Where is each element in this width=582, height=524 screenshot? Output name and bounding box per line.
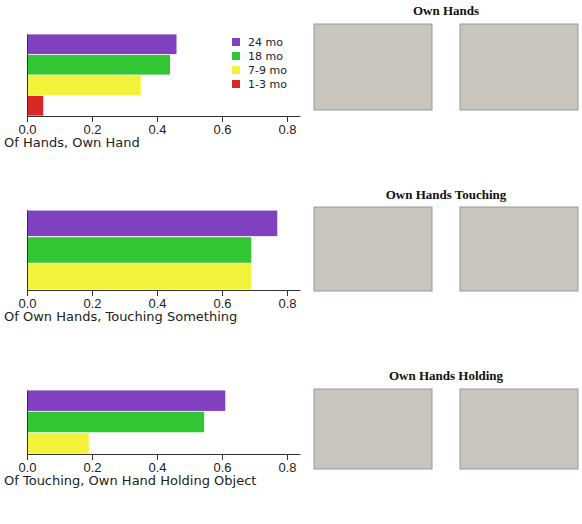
legend-entry: 24 mo (232, 36, 283, 49)
legend-swatch (232, 66, 240, 74)
x-axis-title: Of Own Hands, Touching Something (4, 309, 237, 324)
panel: 0.00.20.40.60.8Of Touching, Own Hand Hol… (4, 390, 301, 488)
legend-label: 7-9 mo (248, 64, 287, 77)
x-tick-line (157, 290, 158, 296)
x-tick: 0.8 (278, 290, 296, 311)
x-tick-line (27, 454, 28, 460)
x-tick-line (27, 116, 28, 122)
panel: 0.00.20.40.60.8Of Hands, Own Hand24 mo18… (4, 34, 301, 150)
x-axis-line (28, 290, 301, 291)
x-axis-title: Of Touching, Own Hand Holding Object (4, 473, 256, 488)
x-tick: 0.8 (278, 116, 296, 137)
photo-placeholder (460, 207, 578, 291)
bar (27, 264, 251, 290)
y-axis-line (27, 211, 28, 291)
bar (27, 237, 251, 263)
photo-placeholder (314, 389, 432, 469)
bar (27, 412, 204, 432)
x-tick: 0.8 (278, 454, 296, 475)
legend-swatch (232, 52, 240, 60)
x-tick-line (157, 454, 158, 460)
x-tick-label: 0.4 (148, 122, 166, 137)
x-tick-label: 0.8 (278, 296, 296, 311)
legend: 24 mo18 mo7-9 mo1-3 mo (232, 36, 287, 91)
figure: 0.00.20.40.60.8Of Hands, Own Hand24 mo18… (0, 0, 582, 524)
x-tick-label: 0.8 (278, 122, 296, 137)
x-tick-line (287, 454, 288, 460)
x-tick: 0.4 (148, 116, 166, 137)
bars (27, 390, 225, 453)
bar (27, 433, 89, 453)
legend-swatch (232, 38, 240, 46)
bar (27, 390, 225, 410)
y-axis-line (27, 35, 28, 117)
legend-entry: 1-3 mo (232, 78, 287, 91)
y-axis (27, 35, 29, 117)
x-axis-line (28, 116, 301, 117)
x-axis-title: Of Hands, Own Hand (4, 135, 140, 150)
bar (27, 34, 177, 54)
legend-swatch (232, 80, 240, 88)
legend-label: 24 mo (248, 36, 283, 49)
panel-title: Own Hands Touching (386, 187, 507, 202)
photo-placeholder (314, 24, 432, 110)
x-tick: 0.6 (213, 116, 231, 137)
panel: 0.00.20.40.60.8Of Own Hands, Touching So… (4, 211, 301, 325)
x-tick-line (92, 454, 93, 460)
panel-title: Own Hands Holding (389, 368, 504, 383)
x-tick-line (222, 116, 223, 122)
x-tick-line (92, 290, 93, 296)
x-tick-label: 0.8 (278, 460, 296, 475)
bars (27, 34, 177, 115)
y-axis-line (27, 391, 28, 455)
x-tick-line (92, 116, 93, 122)
legend-label: 1-3 mo (248, 78, 287, 91)
x-tick-line (287, 116, 288, 122)
legend-label: 18 mo (248, 50, 283, 63)
legend-entry: 18 mo (232, 50, 283, 63)
bar (27, 96, 43, 116)
legend-entry: 7-9 mo (232, 64, 287, 77)
x-tick-line (222, 290, 223, 296)
x-tick-label: 0.6 (213, 122, 231, 137)
bar (27, 75, 141, 95)
panel-title: Own Hands (413, 3, 479, 18)
x-axis-line (28, 454, 301, 455)
photo-placeholder (460, 24, 578, 110)
x-tick-line (222, 454, 223, 460)
x-tick-line (157, 116, 158, 122)
y-axis (27, 391, 29, 455)
photo-placeholder (314, 207, 432, 291)
bar (27, 55, 170, 75)
x-tick-line (287, 290, 288, 296)
photo-placeholder (460, 389, 578, 469)
bars (27, 211, 277, 290)
bar (27, 211, 277, 237)
x-tick-line (27, 290, 28, 296)
y-axis (27, 211, 29, 291)
